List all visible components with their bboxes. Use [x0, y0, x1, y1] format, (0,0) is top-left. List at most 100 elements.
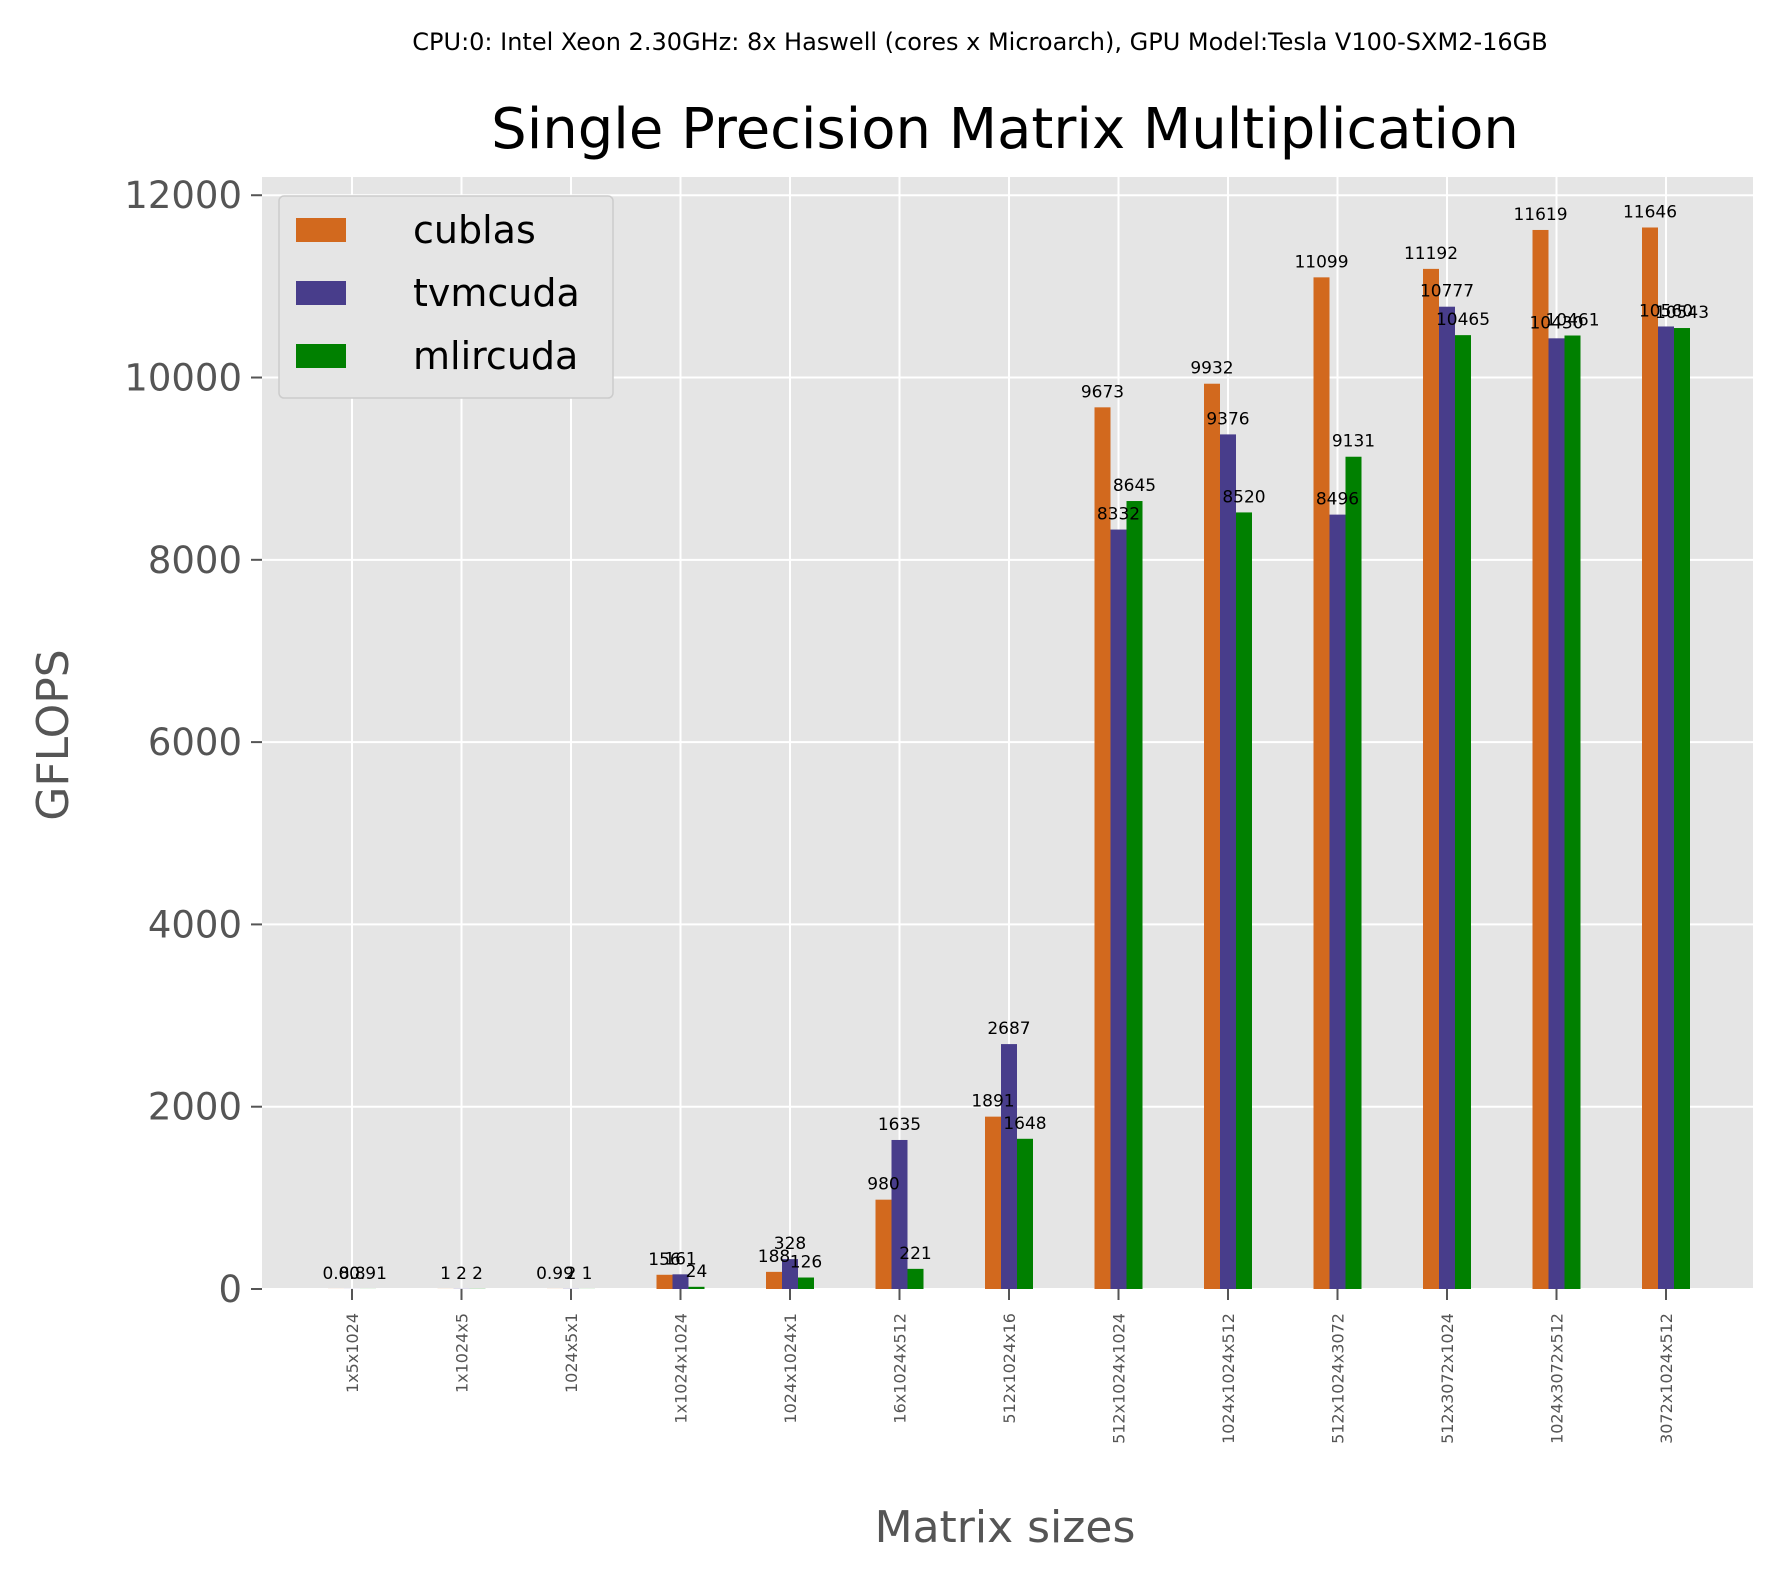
bar-tvmcuda-512x1024x3072	[1329, 514, 1346, 1289]
bar-cublas-1024x1024x1	[766, 1271, 782, 1289]
data-label-tvmcuda-1024x1024x512: 9376	[1206, 409, 1249, 429]
bar-cublas-1024x3072x512	[1532, 229, 1549, 1289]
bar-mlircuda-16x1024x512	[907, 1268, 924, 1289]
bar-tvmcuda-1024x1024x1	[782, 1259, 798, 1289]
data-labels-layer: 0.8 1 0.99 156 188 980 1891 9673 9932 11099 11192 1…	[322, 202, 1709, 1283]
data-label-mlircuda-16x1024x512: 221	[899, 1244, 931, 1264]
data-label-tvmcuda-3072x1024x512: 10560	[1639, 301, 1693, 321]
bar-tvmcuda-3072x1024x512	[1658, 326, 1674, 1290]
bar-cublas-512x1024x1024	[1094, 407, 1111, 1289]
bar-mlircuda-1x1024x1024	[688, 1286, 705, 1289]
bar-mlircuda-1024x1024x1	[798, 1277, 814, 1289]
bar-tvmcuda-1x1024x1024	[672, 1274, 689, 1289]
bar-mlircuda-512x1024x16	[1017, 1138, 1033, 1289]
y-axis-label: GFLOPS	[28, 649, 79, 820]
data-label-mlircuda-512x1024x16: 1648	[1003, 1114, 1046, 1134]
legend-label-tvmcuda: tvmcuda	[413, 271, 580, 315]
bar-tvmcuda-1024x1024x512	[1220, 434, 1236, 1290]
bar-cublas-1024x1024x512	[1204, 383, 1220, 1289]
x-tick-label: 1x1024x5	[453, 1313, 472, 1393]
bar-cublas-512x1024x16	[985, 1116, 1001, 1289]
data-label-cublas-1x1024x1024: 156	[648, 1250, 680, 1270]
y-tick-label: 0	[218, 1268, 242, 1311]
x-tick-label: 512x1024x16	[1000, 1313, 1019, 1424]
x-tick-label: 1x1024x1024	[672, 1313, 691, 1424]
x-tick-label: 1024x1024x1	[781, 1313, 800, 1424]
data-label-cublas-1x1024x5: 1	[440, 1264, 451, 1284]
y-tick-label: 2000	[148, 1086, 242, 1129]
data-label-mlircuda-512x1024x3072: 9131	[1332, 432, 1375, 452]
bar-tvmcuda-512x1024x1024	[1110, 529, 1127, 1289]
bars-layer	[328, 227, 1690, 1290]
x-tick-label: 1024x3072x512	[1548, 1313, 1567, 1444]
x-tick-label: 512x3072x1024	[1438, 1313, 1457, 1444]
legend-frame	[278, 195, 614, 399]
x-tick-label: 512x1024x1024	[1110, 1313, 1129, 1444]
data-label-tvmcuda-512x1024x3072: 8496	[1316, 490, 1359, 510]
x-axis-label: Matrix sizes	[875, 1502, 1136, 1553]
x-tick-label: 1x5x1024	[343, 1313, 362, 1393]
data-label-mlircuda-512x3072x1024: 10465	[1436, 310, 1490, 330]
chart-title: Single Precision Matrix Multiplication	[491, 97, 1519, 162]
data-label-tvmcuda-16x1024x512: 1635	[878, 1115, 921, 1135]
data-label-cublas-1024x1024x1: 188	[758, 1247, 790, 1267]
legend-label-mlircuda: mlircuda	[413, 334, 578, 378]
y-tick-label: 12000	[124, 174, 242, 217]
data-label-mlircuda-1x1024x1024: 24	[686, 1262, 708, 1282]
bar-mlircuda-512x3072x1024	[1455, 335, 1471, 1289]
bar-cublas-512x1024x3072	[1313, 277, 1330, 1289]
bar-mlircuda-1024x1024x512	[1236, 512, 1252, 1289]
x-axis: 1x5x1024 1x1024x5 1024x5x1 1x1024x1024 1024x…	[343, 1289, 1676, 1444]
legend-label-cublas: cublas	[413, 208, 536, 252]
chart-supertitle: CPU:0: Intel Xeon 2.30GHz: 8x Haswell (c…	[412, 28, 1547, 56]
legend-swatch-cublas	[296, 218, 346, 242]
data-label-mlircuda-1024x1024x1: 126	[790, 1253, 822, 1273]
data-label-tvmcuda-1024x3072x512: 10430	[1529, 313, 1583, 333]
data-label-mlircuda-1024x5x1: 1	[582, 1264, 593, 1284]
data-label-tvmcuda-1024x1024x1: 328	[774, 1234, 806, 1254]
data-label-cublas-512x1024x3072: 11099	[1294, 252, 1348, 272]
bar-tvmcuda-1024x3072x512	[1548, 338, 1565, 1289]
bar-mlircuda-1024x3072x512	[1564, 335, 1581, 1289]
bar-cublas-16x1024x512	[875, 1199, 892, 1289]
data-label-mlircuda-1x1024x5: 2	[472, 1264, 483, 1284]
x-tick-label: 1024x1024x512	[1219, 1313, 1238, 1444]
data-label-mlircuda-512x1024x1024: 8645	[1113, 476, 1156, 496]
data-label-mlircuda-1024x1024x512: 8520	[1222, 487, 1265, 507]
data-label-tvmcuda-1x1024x5: 2	[456, 1264, 467, 1284]
data-label-mlircuda-1024x3072x512: 10461	[1545, 311, 1599, 331]
x-tick-label: 512x1024x3072	[1329, 1313, 1348, 1444]
legend: cublas tvmcuda mlircuda	[278, 195, 614, 399]
data-label-mlircuda-3072x1024x512: 10543	[1655, 303, 1709, 323]
y-tick-label: 8000	[148, 539, 242, 582]
y-axis: 0 2000 4000 6000 8000 10000 12000	[124, 174, 262, 1311]
bar-cublas-512x3072x1024	[1423, 268, 1439, 1289]
data-label-tvmcuda-1024x5x1: 2	[566, 1264, 577, 1284]
data-label-tvmcuda-1x5x1024: 0.8	[338, 1264, 365, 1284]
bar-tvmcuda-512x1024x16	[1001, 1044, 1017, 1289]
x-tick-label: 1024x5x1	[562, 1313, 581, 1393]
data-label-cublas-1024x3072x512: 11619	[1513, 205, 1567, 225]
bar-mlircuda-512x1024x1024	[1126, 501, 1143, 1289]
data-label-cublas-512x3072x1024: 11192	[1404, 244, 1458, 264]
bar-tvmcuda-16x1024x512	[891, 1139, 908, 1289]
data-label-cublas-512x1024x16: 1891	[971, 1092, 1014, 1112]
data-label-mlircuda-1x5x1024: 0.91	[349, 1264, 387, 1284]
y-tick-label: 4000	[148, 903, 242, 946]
y-tick-label: 10000	[124, 357, 242, 400]
bar-tvmcuda-512x3072x1024	[1439, 306, 1455, 1289]
legend-swatch-tvmcuda	[296, 281, 346, 305]
data-label-cublas-16x1024x512: 980	[867, 1175, 899, 1195]
data-label-cublas-3072x1024x512: 11646	[1623, 202, 1677, 222]
data-label-cublas-1024x1024x512: 9932	[1190, 359, 1233, 379]
data-label-cublas-1024x5x1: 0.99	[536, 1264, 574, 1284]
bar-cublas-3072x1024x512	[1642, 227, 1658, 1290]
bar-mlircuda-512x1024x3072	[1345, 456, 1362, 1289]
y-tick-label: 6000	[148, 721, 242, 764]
data-label-tvmcuda-1x1024x1024: 161	[664, 1249, 696, 1269]
x-tick-label: 16x1024x512	[891, 1313, 910, 1424]
bar-cublas-1x1024x1024	[656, 1274, 673, 1289]
x-tick-label: 3072x1024x512	[1657, 1313, 1676, 1444]
data-label-tvmcuda-512x1024x16: 2687	[987, 1019, 1030, 1039]
